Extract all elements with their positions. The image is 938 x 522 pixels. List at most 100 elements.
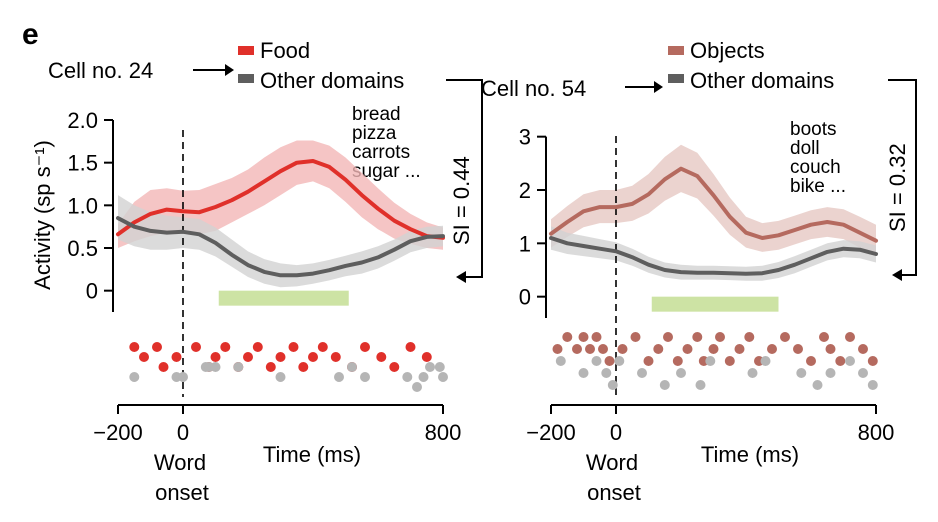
spike-dot — [614, 356, 625, 366]
x-axis-label: Time (ms) — [263, 442, 361, 467]
spike-dot — [191, 342, 201, 352]
cell-arrow-head — [654, 81, 663, 93]
spike-dot — [578, 368, 589, 378]
y-tick-label: 0.5 — [67, 236, 98, 261]
confidence-band-other-domains — [551, 226, 876, 281]
spike-dot — [405, 342, 416, 352]
spike-raster — [129, 342, 448, 392]
spike-dot — [819, 332, 829, 342]
spike-dot — [243, 352, 253, 362]
y-tick-label: 1.0 — [67, 193, 98, 218]
spike-dot — [601, 368, 612, 378]
spike-dot — [412, 382, 422, 392]
spike-dot — [591, 356, 602, 366]
spike-dot — [402, 372, 413, 382]
si-bracket — [446, 79, 483, 278]
example-word: bike ... — [790, 176, 846, 197]
y-axis: 0 1 2 3 — [519, 125, 547, 318]
spike-dot — [572, 344, 582, 354]
spike-dot — [178, 372, 188, 382]
spike-dot — [425, 362, 435, 372]
example-word: couch — [790, 157, 841, 178]
chart-cell-24: Cell no. 24 Food Other domains SI = 0.44… — [30, 38, 483, 505]
si-label: SI = 0.32 — [885, 143, 910, 232]
spike-dot — [376, 352, 387, 362]
example-word: pizza — [352, 123, 397, 144]
spike-dot — [825, 368, 836, 378]
spike-dot — [275, 372, 286, 382]
spike-dot — [692, 332, 703, 342]
spike-dot — [152, 342, 162, 352]
x-tick-label: 0 — [177, 420, 189, 445]
series-line-objects — [549, 166, 878, 243]
x-axis: −200 0 800 — [93, 404, 461, 445]
legend-label-other: Other domains — [690, 68, 834, 93]
spike-dot — [767, 344, 777, 354]
spike-dot — [604, 356, 615, 366]
spike-dot — [233, 362, 244, 372]
spike-dot — [129, 342, 140, 352]
y-axis: 0 0.5 1.0 1.5 2.0 — [67, 108, 114, 312]
example-word: bread — [352, 104, 401, 125]
spike-dot — [434, 362, 445, 372]
onset-label-onset: onset — [587, 480, 641, 505]
series-line-other-domains — [116, 216, 445, 278]
spike-dot — [643, 356, 654, 366]
spike-dot — [360, 372, 370, 382]
confidence-band-objects — [551, 144, 876, 256]
spike-dot — [867, 356, 878, 366]
y-tick-label: 3 — [519, 125, 531, 150]
spike-dot — [744, 332, 755, 342]
spike-dot — [210, 362, 221, 372]
legend-label-food: Food — [260, 38, 310, 63]
spike-dot — [298, 362, 309, 372]
spike-dot — [734, 344, 745, 354]
spike-dot — [867, 380, 878, 390]
x-axis-label: Time (ms) — [701, 442, 799, 467]
spike-dot — [598, 344, 608, 354]
series-line-food — [116, 159, 445, 240]
series-lines — [549, 166, 878, 276]
spike-dot — [129, 372, 140, 382]
spike-dot — [705, 356, 716, 366]
x-tick-label: 800 — [858, 420, 895, 445]
spike-dot — [760, 356, 771, 366]
x-axis: −200 0 800 — [526, 404, 895, 445]
y-tick-label: 1.5 — [67, 151, 98, 176]
spike-dot — [585, 344, 595, 354]
panel-letter: e — [22, 18, 39, 51]
legend-swatch-other — [668, 74, 684, 83]
example-word: doll — [790, 138, 820, 159]
spike-dot — [210, 352, 221, 362]
cell-label: Cell no. 24 — [48, 58, 153, 83]
spike-dot — [812, 380, 823, 390]
spike-dot — [438, 372, 448, 382]
spike-dot — [858, 368, 868, 378]
example-word: boots — [790, 119, 836, 140]
spike-dot — [617, 344, 628, 354]
x-tick-label: 0 — [610, 420, 622, 445]
spike-dot — [578, 332, 589, 342]
spike-dot — [317, 342, 328, 352]
spike-dot — [672, 356, 683, 366]
x-tick-label: −200 — [93, 420, 143, 445]
spike-dot — [630, 332, 641, 342]
spike-dot — [265, 362, 276, 372]
spike-dot — [682, 344, 693, 354]
spike-dot — [637, 368, 647, 378]
spike-dot — [421, 352, 432, 362]
spike-dot — [780, 332, 790, 342]
x-tick-label: −200 — [526, 420, 576, 445]
spike-dot — [288, 342, 299, 352]
series-lines — [116, 159, 445, 278]
spike-dot — [845, 332, 855, 342]
spike-dot — [653, 344, 664, 354]
onset-label-word: Word — [586, 450, 638, 475]
cell-arrow-head — [225, 64, 234, 76]
si-bracket-arrowhead — [456, 271, 466, 283]
example-word: carrots — [352, 142, 410, 163]
spike-dot — [715, 332, 725, 342]
onset-label-onset: onset — [155, 480, 209, 505]
spike-dot — [695, 380, 706, 390]
spike-dot — [334, 372, 344, 382]
